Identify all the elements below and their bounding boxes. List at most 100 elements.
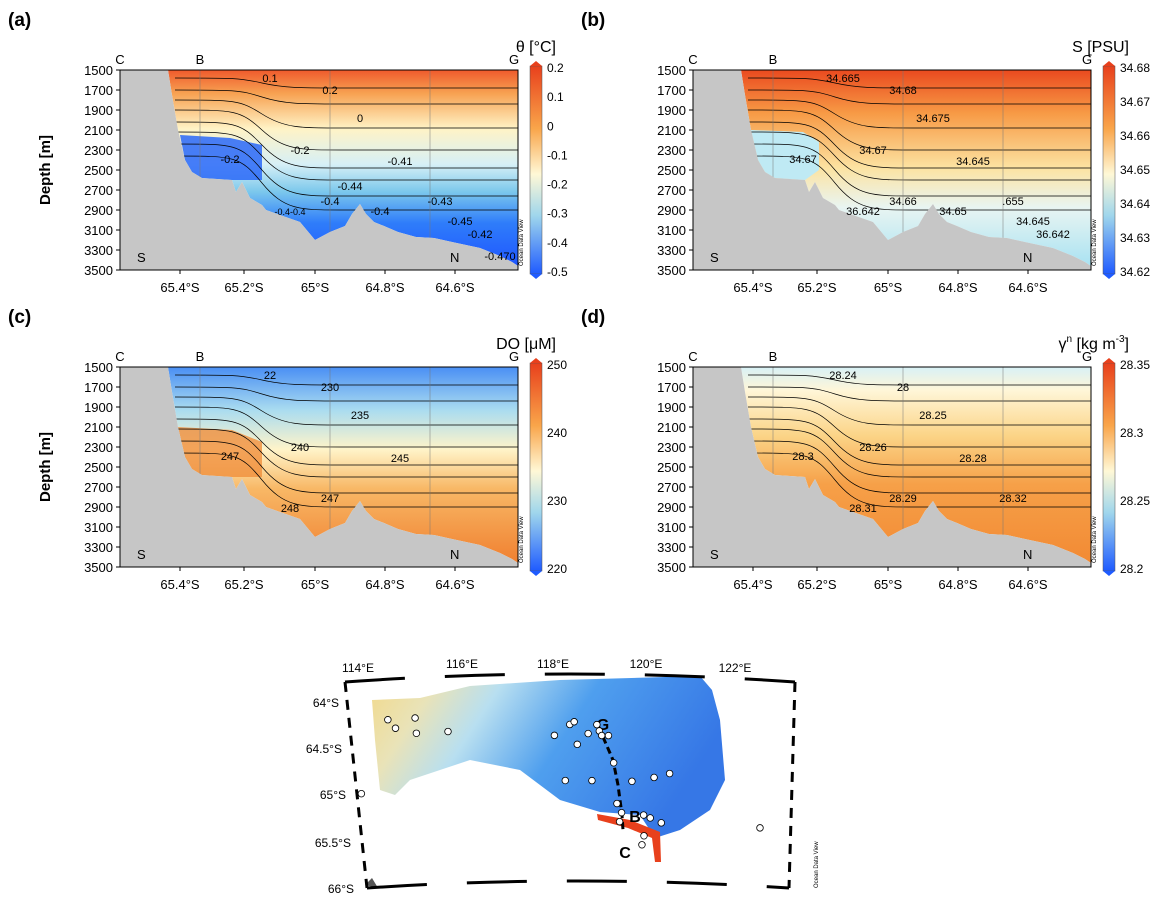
contour-label: -0.41: [387, 156, 412, 168]
station-marker: [411, 714, 419, 722]
contour-label: 0.1: [262, 73, 277, 85]
contour-label: 245: [391, 453, 409, 465]
contour-label: 22: [264, 370, 276, 382]
contour-label: -0.470: [484, 251, 515, 263]
station-marker: [561, 776, 569, 785]
y-tick-label: 2700: [84, 480, 113, 495]
y-tick-label: 2700: [657, 480, 686, 495]
colorbar-arrow-top: [1103, 358, 1115, 363]
colorbar-tick-label: 34.66: [1120, 129, 1150, 143]
lat-tick-label: 65°S: [320, 788, 346, 802]
map-frame-bottom: [366, 879, 790, 890]
colorbar-tick-label: -0.1: [547, 148, 568, 162]
contour-line: [747, 440, 1091, 494]
variable-label: DO [μM]: [496, 336, 556, 353]
contour-label: 28.25: [919, 410, 947, 422]
section-label-g: G: [509, 52, 519, 67]
contour-line: [747, 396, 1091, 426]
y-tick-label: 3500: [84, 263, 113, 278]
x-tick-label: 65°S: [301, 280, 330, 295]
colorbar-tick-label: 0: [547, 119, 554, 133]
contour-line: [747, 99, 1091, 129]
contour-line: [747, 155, 1091, 211]
x-tick-label: 65.4°S: [160, 577, 200, 592]
station-marker: [357, 789, 366, 798]
map-frame-left: [343, 681, 369, 889]
contour-line: [174, 121, 518, 169]
section-panel-2: (c) DO [μM] 22 230 235 240 247 245 247 248 1500 170…: [8, 307, 567, 592]
colorbar-tick-label: 28.25: [1120, 494, 1150, 508]
lon-tick-label: 118°E: [537, 657, 569, 671]
contour-label: 34.68: [889, 85, 917, 97]
x-tick-label: 65°S: [874, 577, 903, 592]
contour-label: 0.2: [322, 85, 337, 97]
station-marker: [617, 808, 626, 817]
station-marker: [756, 824, 764, 832]
contour-label: -0.45: [447, 216, 472, 228]
map-watermark: Ocean Data View: [814, 841, 820, 888]
lat-tick-label: 66°S: [328, 882, 354, 896]
bathymetry: [120, 367, 518, 567]
colorbar: [1102, 65, 1116, 275]
bathymetry: [693, 70, 1091, 270]
y-tick-label: 3100: [84, 520, 113, 535]
colorbar-arrow-top: [1103, 61, 1115, 66]
y-tick-label: 2900: [84, 500, 113, 515]
colorbar-tick-label: 34.62: [1120, 265, 1150, 279]
station-marker: [604, 731, 613, 740]
contour-line: [174, 418, 518, 466]
station-marker: [550, 731, 559, 740]
y-tick-label: 1700: [657, 83, 686, 98]
section-label-c: C: [115, 52, 124, 67]
section-label-b: B: [196, 349, 205, 364]
contour-line: [174, 143, 518, 197]
contour-label: 28.26: [859, 442, 887, 454]
contour-line: [747, 77, 1091, 89]
section-label-g: G: [1082, 349, 1092, 364]
section-label-n: N: [450, 250, 459, 265]
y-tick-label: 3300: [84, 540, 113, 555]
contours: [174, 374, 518, 508]
contour-line: [747, 452, 1091, 508]
colorbar-arrow-bottom: [530, 571, 542, 576]
y-tick-label: 1700: [84, 83, 113, 98]
contour-label: 34.66: [889, 196, 917, 208]
section-panel-0: (a)θ [°C]0.10.20-0.2-0.2 -0.41-0.4-0.4-0.…: [8, 10, 568, 295]
x-tick-label: 64.8°S: [938, 577, 978, 592]
section-label-b: B: [769, 349, 778, 364]
contour-label: 34.675: [916, 113, 950, 125]
contour-line: [747, 406, 1091, 448]
colorbar: [1102, 362, 1116, 572]
bathymetry: [693, 367, 1091, 567]
y-tick-label: 1500: [657, 360, 686, 375]
station-marker: [650, 773, 658, 782]
x-tick-label: 65.2°S: [797, 577, 837, 592]
y-tick-label: 2300: [84, 440, 113, 455]
colorbar-tick-label: 34.65: [1120, 163, 1150, 177]
contour-label: 240: [291, 442, 309, 454]
section-label-g: G: [509, 349, 519, 364]
contour-label: 235: [351, 410, 369, 422]
y-tick-label: 2900: [657, 500, 686, 515]
station-marker: [665, 769, 674, 778]
y-tick-label: 1500: [84, 360, 113, 375]
contour-line: [747, 143, 1091, 197]
contour-label: 247: [321, 493, 339, 505]
watermark: Ocean Data View: [519, 219, 525, 266]
contour-line: [174, 440, 518, 494]
colorbar-arrow-bottom: [1103, 571, 1115, 576]
x-tick-label: 64.8°S: [365, 577, 405, 592]
contour-line: [747, 418, 1091, 466]
lon-tick-label: 122°E: [719, 661, 752, 675]
station-marker: [657, 819, 665, 827]
station-marker: [588, 776, 596, 785]
y-tick-label: 3100: [657, 223, 686, 238]
colorbar-arrow-bottom: [1103, 274, 1115, 279]
station-marker: [570, 718, 578, 726]
y-tick-label: 2900: [84, 203, 113, 218]
colorbar-tick-label: 28.3: [1120, 426, 1144, 440]
contour-label: 34.67: [789, 154, 817, 166]
contour-label: 0: [357, 113, 363, 125]
contour-label: 34.67: [859, 145, 887, 157]
y-tick-label: 3500: [657, 560, 686, 575]
